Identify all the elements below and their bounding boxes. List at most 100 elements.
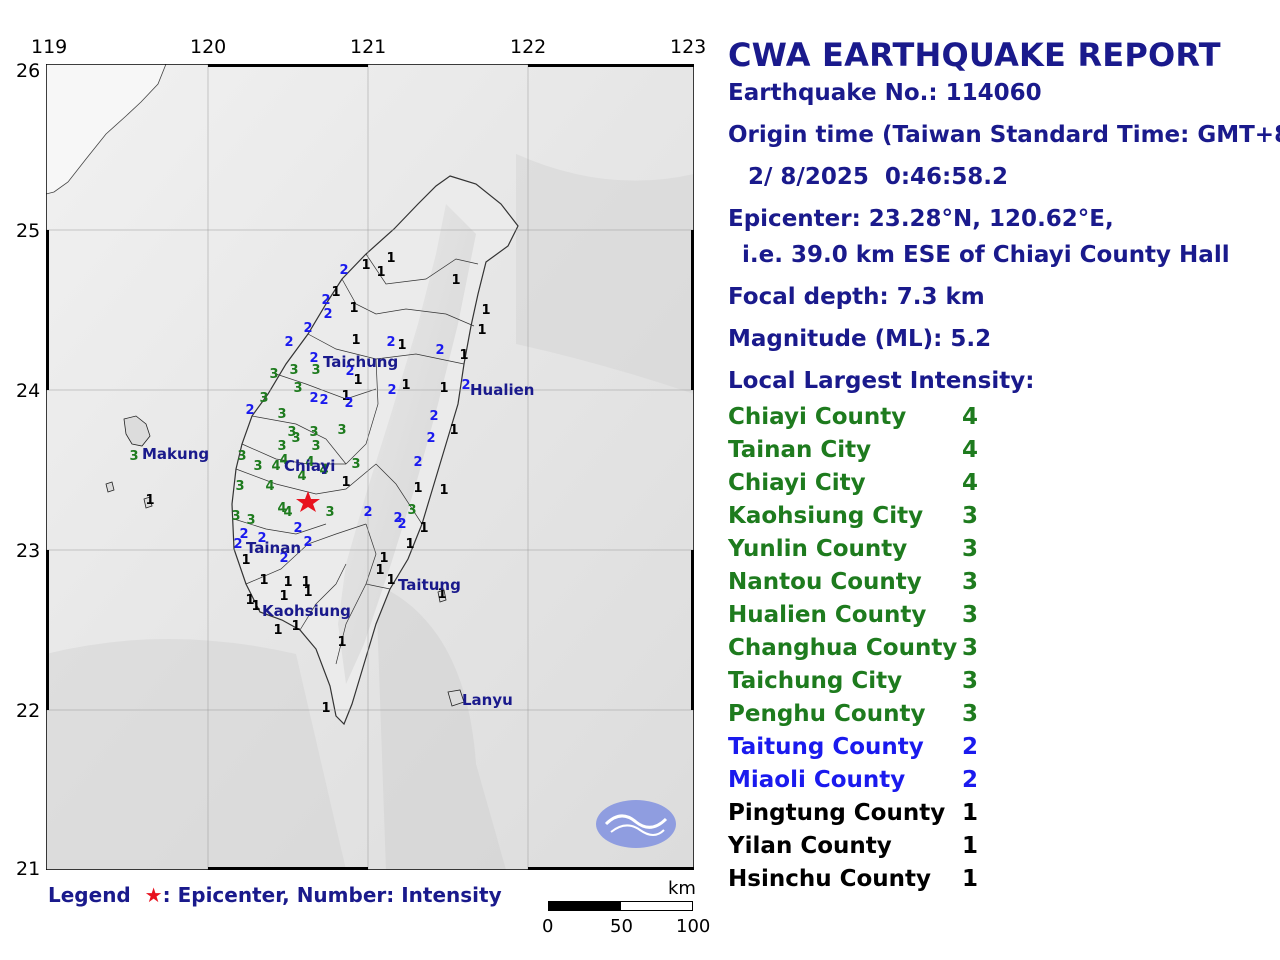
county-intensity: 4 xyxy=(962,470,979,496)
intensity-marker: 3 xyxy=(291,431,300,446)
intensity-marker: 2 xyxy=(321,293,330,308)
intensity-marker: 2 xyxy=(303,535,312,550)
intensity-marker: 4 xyxy=(283,505,292,520)
intensity-marker: 4 xyxy=(279,453,288,468)
intensity-marker: 1 xyxy=(386,573,395,588)
intensity-heading: Local Largest Intensity: xyxy=(728,368,1035,394)
intensity-marker: 1 xyxy=(419,521,428,536)
epicenter-star xyxy=(296,491,320,512)
intensity-marker: 2 xyxy=(319,393,328,408)
intensity-marker: 1 xyxy=(321,701,330,716)
earthquake-number: Earthquake No.: 114060 xyxy=(728,80,1042,106)
cwa-logo xyxy=(596,800,676,848)
intensity-marker: 1 xyxy=(413,481,422,496)
frame-ticks xyxy=(46,64,694,870)
intensity-marker: 2 xyxy=(239,527,248,542)
intensity-marker: 2 xyxy=(245,403,254,418)
intensity-marker: 3 xyxy=(325,505,334,520)
legend-text: : Epicenter, Number: Intensity xyxy=(162,883,502,907)
intensity-marker: 1 xyxy=(251,599,260,614)
intensity-marker: 1 xyxy=(283,575,292,590)
county-intensity: 4 xyxy=(962,437,979,463)
intensity-marker: 3 xyxy=(407,503,416,518)
county-boundaries xyxy=(233,253,479,665)
city-label-kaohsiung: Kaohsiung xyxy=(262,602,351,620)
county-name: Yunlin County xyxy=(728,536,908,562)
intensity-marker: 2 xyxy=(461,378,470,393)
intensity-marker: 1 xyxy=(405,537,414,552)
county-intensity: 3 xyxy=(962,569,979,595)
county-name: Hualien County xyxy=(728,602,927,628)
lat-tick-21: 21 xyxy=(16,858,41,880)
county-intensity: 4 xyxy=(962,404,979,430)
intensity-marker: 3 xyxy=(259,391,268,406)
county-intensity: 3 xyxy=(962,536,979,562)
county-intensity: 3 xyxy=(962,503,979,529)
city-label-hualien: Hualien xyxy=(470,381,535,399)
intensity-marker: 2 xyxy=(323,307,332,322)
intensity-marker: 4 xyxy=(271,459,280,474)
county-name: Tainan City xyxy=(728,437,872,463)
intensity-marker: 2 xyxy=(386,335,395,350)
intensity-marker: 1 xyxy=(439,483,448,498)
county-intensity: 2 xyxy=(962,767,979,793)
intensity-marker: 1 xyxy=(331,285,340,300)
county-intensity: 1 xyxy=(962,800,979,826)
graticule xyxy=(46,64,694,870)
intensity-marker: 2 xyxy=(387,383,396,398)
origin-time-label: Origin time (Taiwan Standard Time: GMT+8… xyxy=(728,122,1280,148)
intensity-marker: 2 xyxy=(344,396,353,411)
intensity-marker: 1 xyxy=(273,623,282,638)
county-intensity: 3 xyxy=(962,602,979,628)
intensity-marker: 1 xyxy=(477,323,486,338)
intensity-marker: 1 xyxy=(451,273,460,288)
city-label-taichung: Taichung xyxy=(323,353,399,371)
intensity-marker: 2 xyxy=(309,391,318,406)
intensity-marker: 3 xyxy=(129,449,138,464)
county-intensity: 3 xyxy=(962,668,979,694)
intensity-marker: 2 xyxy=(363,505,372,520)
intensity-marker: 1 xyxy=(303,585,312,600)
intensity-marker: 2 xyxy=(435,343,444,358)
intensity-marker: 1 xyxy=(386,251,395,266)
intensity-marker: 3 xyxy=(235,479,244,494)
intensity-marker: 2 xyxy=(393,511,402,526)
county-name: Taichung City xyxy=(728,668,903,694)
penghu-islands xyxy=(105,415,153,509)
intensity-marker: 1 xyxy=(379,551,388,566)
county-name: Pingtung County xyxy=(728,800,946,826)
intensity-marker: 1 xyxy=(337,635,346,650)
intensity-marker: 1 xyxy=(481,303,490,318)
intensity-marker: 1 xyxy=(361,258,370,273)
county-name: Chiayi County xyxy=(728,404,907,430)
intensity-marker: 1 xyxy=(353,373,362,388)
intensity-marker: 4 xyxy=(277,501,286,516)
intensity-marker: 3 xyxy=(253,459,262,474)
city-label-tainan: Tainan xyxy=(246,539,302,557)
intensity-marker: 3 xyxy=(237,449,246,464)
intensity-marker: 3 xyxy=(309,425,318,440)
scalebar-black-segment xyxy=(549,902,621,910)
intensity-marker: 3 xyxy=(231,509,240,524)
intensity-marker: 4 xyxy=(305,455,314,470)
county-name: Hsinchu County xyxy=(728,866,932,892)
county-name: Yilan County xyxy=(728,833,892,859)
origin-time-value: 2/ 8/2025 0:46:58.2 xyxy=(748,164,1008,190)
south-china-sea-relief xyxy=(46,639,346,870)
magnitude: Magnitude (ML): 5.2 xyxy=(728,326,992,352)
epicenter: Epicenter: 23.28°N, 120.62°E, xyxy=(728,206,1114,232)
county-name: Chiayi City xyxy=(728,470,866,496)
county-name: Changhua County xyxy=(728,635,958,661)
intensity-marker: 2 xyxy=(303,321,312,336)
intensity-marker: 2 xyxy=(257,531,266,546)
city-label-chiayi: Chiayi xyxy=(284,457,336,475)
lon-tick-122: 122 xyxy=(510,36,547,58)
intensity-marker: 1 xyxy=(259,573,268,588)
intensity-marker: 1 xyxy=(351,333,360,348)
lon-tick-123: 123 xyxy=(670,36,707,58)
intensity-marker: 3 xyxy=(287,425,296,440)
city-label-taitung: Taitung xyxy=(398,576,461,594)
mainland-coast xyxy=(46,64,167,195)
